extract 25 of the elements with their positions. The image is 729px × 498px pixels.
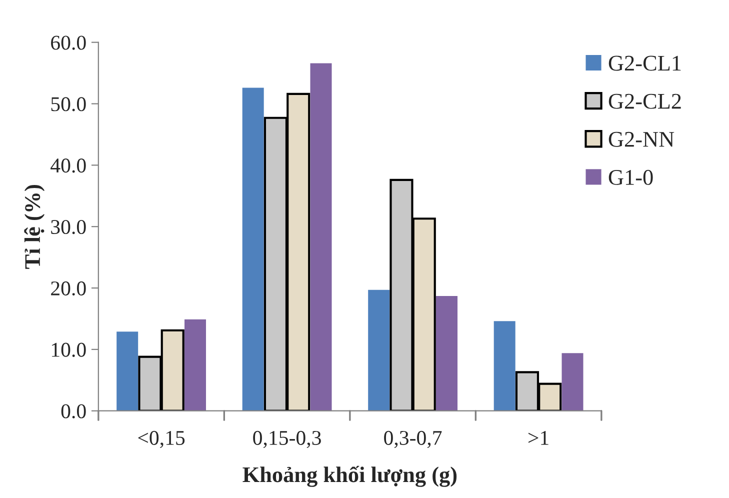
bar bbox=[184, 319, 206, 411]
bar bbox=[310, 63, 332, 411]
legend-label: G1-0 bbox=[608, 170, 653, 185]
y-tick-label: 30.0 bbox=[51, 220, 86, 234]
bar bbox=[562, 353, 584, 411]
legend-label: G2-CL2 bbox=[608, 94, 681, 109]
x-tick-label: 0,15-0,3 bbox=[253, 430, 321, 448]
bar bbox=[436, 296, 458, 411]
y-tick-label: 0.0 bbox=[61, 404, 86, 418]
y-tick-label: 50.0 bbox=[51, 97, 86, 112]
bar bbox=[242, 88, 264, 411]
x-axis-title: Khoảng khối lượng (g) bbox=[242, 466, 457, 487]
y-tick-label: 10.0 bbox=[52, 342, 86, 357]
x-tick-label: >1 bbox=[528, 431, 548, 445]
bar bbox=[116, 332, 138, 411]
bar bbox=[494, 321, 516, 411]
x-tick-label: <0,15 bbox=[138, 430, 185, 448]
y-tick-label: 20.0 bbox=[51, 281, 86, 296]
y-tick-label: 40.0 bbox=[50, 158, 86, 173]
y-tick-label: 60.0 bbox=[51, 36, 86, 50]
legend-label: G2-NN bbox=[608, 132, 674, 147]
y-axis-title: Tỉ lệ (%) bbox=[24, 184, 45, 269]
x-tick-label: 0,3-0,7 bbox=[384, 430, 442, 448]
bar bbox=[368, 290, 390, 411]
legend-label: G2-CL1 bbox=[608, 56, 681, 71]
